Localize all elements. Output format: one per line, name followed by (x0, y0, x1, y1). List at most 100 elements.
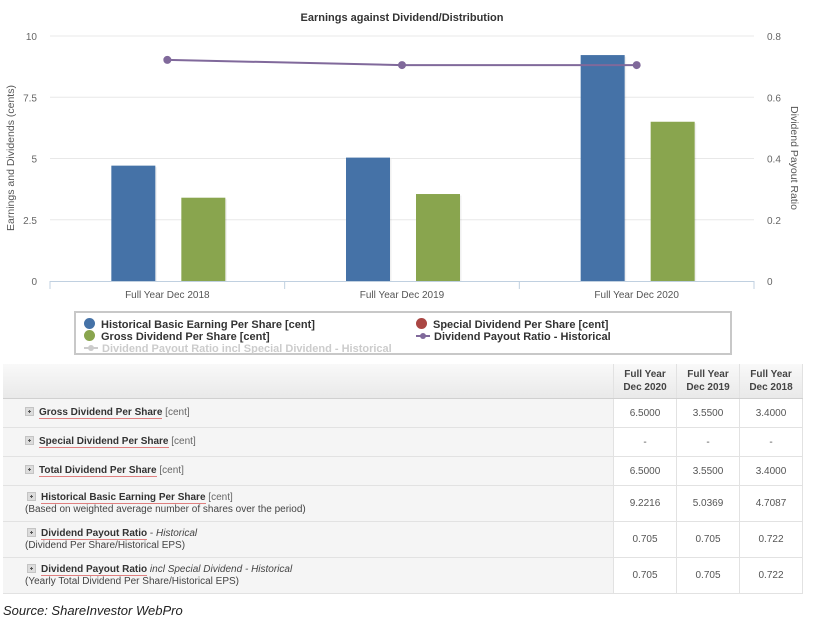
expand-icon[interactable] (25, 465, 34, 474)
table-row: Dividend Payout Ratio incl Special Divid… (3, 557, 803, 594)
table-cell: 0.722 (739, 521, 803, 558)
table-cell: 0.705 (676, 521, 740, 558)
y-axis-ticks: 0 2.5 5 7.5 10 (23, 32, 37, 288)
table-row: Gross Dividend Per Share [cent] 6.5000 3… (3, 398, 803, 428)
bar[interactable] (111, 165, 156, 281)
metric-qualifier: incl Special Dividend - Historical (149, 563, 293, 575)
metric-link[interactable]: Gross Dividend Per Share (39, 407, 163, 419)
expand-icon[interactable] (25, 407, 34, 416)
chart-legend: Historical Basic Earning Per Share [cent… (74, 311, 732, 355)
row-label: Dividend Payout Ratio incl Special Divid… (3, 557, 614, 594)
legend-label: Dividend Payout Ratio - Historical (434, 331, 611, 343)
table-cell: 9.2216 (613, 485, 677, 522)
metric-link[interactable]: Dividend Payout Ratio (41, 563, 148, 576)
column-header-line: Full Year (624, 369, 666, 380)
source-caption: Source: ShareInvestor WebPro (3, 603, 183, 618)
legend-line-marker-icon (84, 342, 98, 353)
table-cell: 6.5000 (613, 398, 677, 428)
table-cell: 3.4000 (739, 456, 803, 486)
table-row: Dividend Payout Ratio - Historical (Divid… (3, 521, 803, 558)
legend-line-marker-icon (416, 330, 430, 341)
y2-tick-label: 0.4 (767, 155, 781, 166)
y-tick-label: 0 (31, 277, 37, 288)
legend-label: Historical Basic Earning Per Share [cent… (101, 319, 315, 331)
expand-icon[interactable] (25, 436, 34, 445)
table-header-blank (3, 364, 614, 399)
metric-note: (Based on weighted average number of sha… (25, 503, 306, 515)
line-point[interactable] (163, 55, 172, 64)
metric-unit: [cent] (165, 407, 190, 418)
chart-title: Earnings against Dividend/Distribution (301, 12, 504, 24)
y-tick-label: 2.5 (23, 216, 37, 227)
row-label: Historical Basic Earning Per Share [cent… (3, 485, 614, 522)
y2-tick-label: 0.8 (767, 32, 781, 43)
legend-item-payout-ratio[interactable]: Dividend Payout Ratio - Historical (416, 330, 611, 343)
row-label: Special Dividend Per Share [cent] (3, 427, 614, 457)
financial-table: Full Year Dec 2020 Full Year Dec 2019 Full… (3, 364, 803, 594)
column-header-line: Full Year (750, 369, 792, 380)
legend-dot-blue-icon (84, 318, 95, 329)
legend-item-eps[interactable]: Historical Basic Earning Per Share [cent… (84, 318, 315, 331)
row-label: Gross Dividend Per Share [cent] (3, 398, 614, 428)
metric-link[interactable]: Special Dividend Per Share (39, 436, 169, 448)
bar[interactable] (580, 55, 625, 281)
column-header-line: Dec 2018 (749, 382, 793, 393)
line-series (163, 55, 641, 70)
legend-dot-red-icon (416, 318, 427, 329)
table-cell: - (613, 427, 677, 457)
metric-link[interactable]: Dividend Payout Ratio (41, 527, 148, 540)
table-row: Special Dividend Per Share [cent] - - - (3, 427, 803, 457)
table-cell: - (739, 427, 803, 457)
metric-unit: [cent] (171, 436, 196, 447)
y-tick-label: 5 (31, 155, 37, 166)
metric-link[interactable]: Total Dividend Per Share (39, 465, 157, 477)
row-label: Total Dividend Per Share [cent] (3, 456, 614, 486)
legend-label: Gross Dividend Per Share [cent] (101, 331, 270, 343)
table-row: Historical Basic Earning Per Share [cent… (3, 485, 803, 522)
x-tick-label: Full Year Dec 2020 (594, 290, 679, 301)
x-axis: Full Year Dec 2018 Full Year Dec 2019 Full… (49, 281, 755, 301)
table-row: Total Dividend Per Share [cent] 6.5000 3… (3, 456, 803, 486)
column-header: Full Year Dec 2020 (613, 364, 677, 399)
table-cell: 4.7087 (739, 485, 803, 522)
table-cell: 6.5000 (613, 456, 677, 486)
bar[interactable] (650, 121, 695, 281)
grid-lines (50, 35, 754, 221)
expand-icon[interactable] (27, 563, 36, 573)
legend-item-special-dividend[interactable]: Special Dividend Per Share [cent] (416, 318, 608, 331)
legend-dot-green-icon (84, 330, 95, 341)
metric-unit: [cent] (208, 491, 233, 503)
metric-qualifier: Historical (156, 527, 198, 539)
line-point[interactable] (632, 61, 641, 70)
bar[interactable] (346, 157, 390, 281)
x-tick-label: Full Year Dec 2018 (125, 290, 210, 301)
table-cell: 0.705 (613, 557, 677, 594)
metric-note: (Dividend Per Share/Historical EPS) (25, 539, 186, 551)
column-header-line: Dec 2020 (623, 382, 667, 393)
earnings-dividend-chart: Earnings against Dividend/Distribution 0… (5, 12, 800, 301)
expand-icon[interactable] (27, 491, 36, 501)
legend-label: Dividend Payout Ratio incl Special Divid… (102, 343, 392, 355)
column-header-line: Full Year (687, 369, 729, 380)
legend-item-gross-dividend[interactable]: Gross Dividend Per Share [cent] (84, 330, 270, 343)
bar[interactable] (181, 197, 226, 281)
metric-note: (Yearly Total Dividend Per Share/Histori… (25, 575, 239, 587)
y-axis-label: Earnings and Dividends (cents) (5, 85, 17, 231)
column-header: Full Year Dec 2019 (676, 364, 740, 399)
table-cell: 3.5500 (676, 456, 740, 486)
bar[interactable] (416, 194, 460, 281)
table-cell: 3.4000 (739, 398, 803, 428)
y2-axis-ticks: 0 0.2 0.4 0.6 0.8 (767, 32, 781, 288)
metric-link[interactable]: Historical Basic Earning Per Share (41, 491, 206, 504)
legend-label: Special Dividend Per Share [cent] (433, 319, 609, 331)
dash-separator: - (147, 527, 157, 539)
x-tick-label: Full Year Dec 2019 (360, 290, 445, 301)
line-point[interactable] (398, 61, 406, 70)
bar-series (111, 55, 697, 281)
expand-icon[interactable] (27, 527, 36, 537)
y2-tick-label: 0.2 (767, 216, 781, 227)
column-header: Full Year Dec 2018 (739, 364, 803, 399)
metric-unit: [cent] (159, 465, 184, 476)
legend-item-payout-incl-special[interactable]: Dividend Payout Ratio incl Special Divid… (84, 342, 392, 355)
row-label: Dividend Payout Ratio - Historical (Divid… (3, 521, 614, 558)
